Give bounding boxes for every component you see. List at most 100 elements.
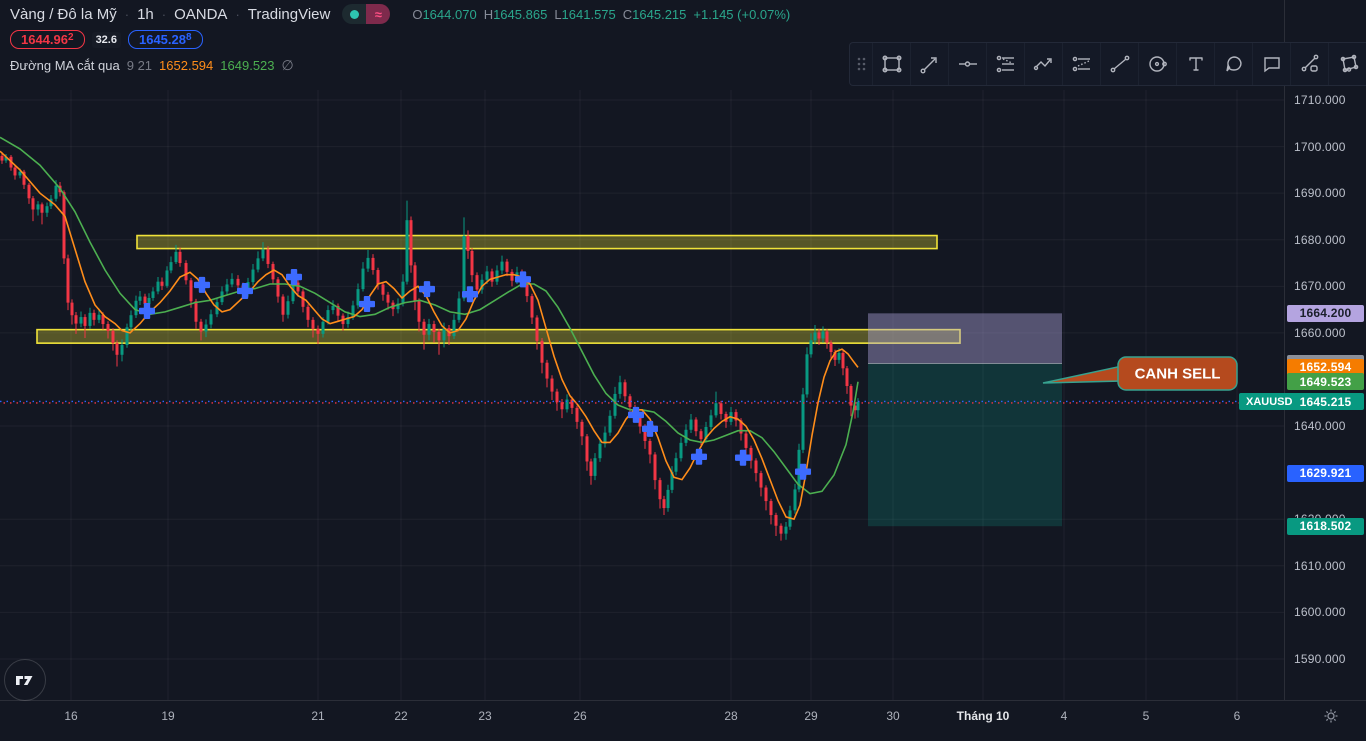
horizontal-line-icon [958, 61, 977, 67]
drag-dots-icon [857, 57, 866, 71]
market-status-toggle[interactable]: ≈ [342, 4, 391, 24]
high-key: H [483, 6, 494, 22]
price-badge-1652.594: 1652.594 [1287, 358, 1364, 376]
trend-line-icon [1110, 55, 1129, 73]
time-tick-label: 6 [1233, 709, 1241, 723]
price-tick-label: 1710.000 [1294, 93, 1346, 107]
sell-projection-box[interactable] [868, 313, 1062, 527]
tool-horizontal-line-button[interactable] [948, 43, 986, 85]
tool-price-note-button[interactable] [1290, 43, 1328, 85]
tool-trend-arrow-button[interactable] [910, 43, 948, 85]
open-key: O [412, 6, 423, 22]
tool-zigzag-button[interactable] [1024, 43, 1062, 85]
price-badge-1618.502: 1618.502 [1287, 517, 1364, 535]
price-badge-1629.921: 1629.921 [1287, 464, 1364, 482]
market-mode-icon: ≈ [366, 4, 391, 24]
ohlc-readout: O1644.070 H1645.865 L1641.575 C1645.215 … [412, 7, 790, 22]
price-tick-label: 1660.000 [1294, 325, 1346, 340]
time-tick-label: 16 [64, 709, 78, 723]
supply-zones[interactable] [36, 234, 961, 344]
comment-icon [1263, 57, 1280, 73]
rotated-rectangle-icon [1340, 54, 1358, 73]
indicator-legend[interactable]: Đường MA cắt qua 9 21 1652.594 1649.523 … [10, 57, 790, 74]
time-tick-label: 22 [394, 709, 408, 723]
drawing-toolbar [849, 42, 1366, 86]
spread-value: 32.6 [91, 31, 121, 48]
ma-slow-line[interactable] [0, 136, 859, 495]
tool-comment-button[interactable] [1252, 43, 1290, 85]
close-value: 1645.215 [632, 6, 687, 22]
circle-icon [1148, 56, 1167, 72]
separator: · [161, 6, 167, 22]
platform-label: TradingView [247, 5, 331, 23]
indicator-hide-icon[interactable]: ∅ [281, 57, 294, 73]
time-tick-label: 5 [1142, 709, 1150, 723]
axis-settings-gear-icon[interactable] [1322, 707, 1340, 725]
fib-retracement-icon [996, 55, 1014, 73]
indicator-params: 9 21 [126, 58, 153, 73]
exchange-label[interactable]: OANDA [174, 5, 228, 23]
time-tick-label: 26 [573, 709, 587, 723]
symbol-title[interactable]: Vàng / Đô la Mỹ [10, 5, 117, 23]
sell-button[interactable]: 1644.962 [10, 30, 85, 49]
tradingview-logo[interactable] [4, 659, 46, 701]
price-tick-label: 1610.000 [1294, 558, 1346, 573]
indicator-fast-value: 1652.594 [159, 58, 214, 73]
indicator-slow-value: 1649.523 [220, 58, 275, 73]
candles [0, 152, 860, 541]
ma-cross-markers [139, 269, 811, 480]
time-tick-label: 30 [886, 709, 900, 723]
toolbar-drag-handle[interactable] [850, 43, 872, 85]
time-axis[interactable]: 16 19 21 22 23 26 28 29 30 Tháng 10 4 5 6 [0, 700, 1366, 741]
indicator-name[interactable]: Đường MA cắt qua [10, 58, 120, 73]
tool-trend-line-button[interactable] [1100, 43, 1138, 85]
price-tick-label: 1700.000 [1294, 139, 1346, 154]
time-tick-label: 19 [161, 709, 175, 723]
tool-rectangle-button[interactable] [872, 43, 910, 85]
zigzag-icon [1033, 58, 1052, 71]
price-tick-label: 1640.000 [1294, 419, 1346, 434]
tool-parallel-channel-button[interactable] [1062, 43, 1100, 85]
price-tick-label: 1590.000 [1294, 651, 1346, 666]
parallel-channel-icon [1072, 56, 1090, 72]
time-tick-label: 29 [804, 709, 818, 723]
price-axis[interactable]: 1710.000 1700.000 1690.000 1680.000 1670.000… [1284, 0, 1366, 700]
close-key: C [622, 6, 633, 22]
price-tick-label: 1690.000 [1294, 186, 1346, 201]
change-value: +1.145 (+0.07%) [693, 6, 791, 22]
low-value: 1641.575 [561, 6, 616, 22]
speech-bubble-icon [1225, 56, 1242, 72]
time-tick-label: Tháng 10 [956, 709, 1010, 723]
symbol-price-label: XAUUSD [1239, 393, 1300, 411]
time-tick-label: 21 [311, 709, 325, 723]
time-tick-label: 28 [724, 709, 738, 723]
market-open-dot-icon [342, 4, 367, 24]
time-tick-label: 4 [1060, 709, 1068, 723]
separator: · [235, 6, 240, 22]
canh-sell-callout[interactable]: CANH SELL [1042, 356, 1238, 391]
tool-rotated-rectangle-button[interactable] [1328, 43, 1366, 85]
tool-circle-button[interactable] [1138, 43, 1176, 85]
tool-fib-retracement-button[interactable] [986, 43, 1024, 85]
open-value: 1644.070 [422, 6, 477, 22]
price-tick-label: 1680.000 [1294, 232, 1346, 247]
rectangle-icon [882, 55, 902, 73]
interval-label[interactable]: 1h [137, 5, 154, 23]
tv-mark-icon [16, 676, 33, 685]
buy-button[interactable]: 1645.288 [127, 30, 203, 49]
time-tick-label: 23 [478, 709, 492, 723]
ma-fast-line[interactable] [0, 150, 859, 521]
low-key: L [554, 6, 562, 22]
tool-text-button[interactable] [1176, 43, 1214, 85]
tool-speech-bubble-button[interactable] [1214, 43, 1252, 85]
price-tick-label: 1670.000 [1294, 279, 1346, 294]
separator: · [124, 6, 130, 22]
price-badge-1645.215: 1645.215 [1287, 393, 1364, 411]
price-badge-1664.200: 1664.200 [1287, 304, 1364, 322]
price-note-icon [1301, 54, 1318, 72]
high-value: 1645.865 [493, 6, 548, 22]
text-icon [1188, 57, 1203, 71]
trend-arrow-icon [920, 57, 937, 74]
